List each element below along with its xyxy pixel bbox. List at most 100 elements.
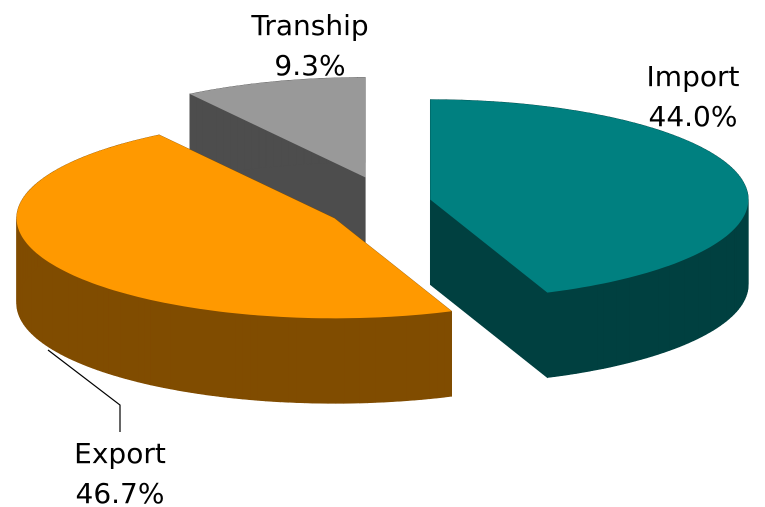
slice-side (234, 312, 243, 400)
slice-side (176, 304, 185, 392)
slice-side (382, 316, 392, 403)
slice-side (219, 311, 228, 398)
slice-side (125, 293, 132, 381)
slice-side (119, 291, 126, 380)
slice-label: Import (647, 60, 740, 93)
slice-value-label: 9.3% (274, 49, 345, 82)
slice-side (205, 309, 213, 397)
slice-side (183, 306, 192, 393)
slice-side (72, 274, 78, 363)
slice-side (568, 288, 577, 375)
slice-side (45, 259, 50, 348)
slice-side (713, 242, 718, 331)
slice-side (561, 289, 570, 376)
slice-side (288, 316, 297, 403)
slice-side (113, 289, 121, 378)
slice-side (319, 317, 329, 404)
slice-side (421, 313, 430, 400)
leader-line (47, 349, 121, 432)
slice-side (143, 297, 151, 386)
slice-side (731, 228, 735, 317)
slice-side (272, 316, 282, 403)
slice-side (68, 272, 74, 361)
slice-side (398, 315, 407, 402)
slice-side (547, 291, 555, 378)
slice-top (430, 99, 749, 293)
slice-value-label: 44.0% (649, 100, 738, 133)
slice-side (589, 284, 598, 372)
slice-side (575, 286, 584, 374)
slice-side (628, 275, 636, 364)
slice-side (582, 285, 591, 373)
slice-side (212, 310, 221, 397)
slice-side (48, 261, 53, 351)
slice-value-label: 46.7% (76, 477, 165, 507)
slice-side (734, 225, 737, 315)
slice-side (622, 277, 630, 365)
slice-side (169, 303, 178, 391)
slice-side (303, 317, 313, 404)
slice-side (674, 261, 680, 350)
slice-side (102, 286, 109, 374)
slice-side (668, 263, 675, 352)
slice-side (554, 290, 563, 377)
slice-side (658, 267, 665, 355)
slice-side (436, 311, 445, 399)
slice-side (646, 270, 654, 359)
slice-side (197, 308, 206, 396)
slice-label: Tranship (250, 9, 368, 42)
slice-side (52, 264, 57, 353)
slice-side (82, 278, 88, 367)
slice-side (97, 284, 104, 373)
slice-side (429, 312, 438, 400)
slice-side (39, 254, 43, 344)
slice-side (190, 307, 199, 394)
slice-side (327, 317, 337, 404)
slice-side (131, 294, 139, 383)
slice-side (335, 317, 345, 404)
slice-side (59, 268, 65, 357)
slice-side (137, 296, 145, 384)
slice-side (697, 251, 703, 340)
slice-side (343, 317, 352, 404)
slice-side (716, 239, 721, 329)
slice-side (679, 259, 685, 348)
slice-side (443, 310, 452, 398)
slice-side (242, 313, 251, 401)
slice-side (596, 283, 604, 371)
slice-side (609, 280, 617, 368)
slice-top (189, 77, 366, 178)
slice (16, 134, 452, 404)
slice-side (150, 299, 158, 387)
slice (429, 99, 749, 379)
slice-side (413, 314, 423, 401)
slice-side (296, 317, 305, 404)
slice-side (663, 265, 670, 353)
slice-side (311, 317, 321, 404)
slice-side (406, 314, 415, 402)
slice-side (359, 317, 368, 404)
slice-side (635, 274, 642, 362)
slice-side (726, 232, 730, 322)
slice-side (77, 276, 83, 365)
slice-side (693, 253, 699, 342)
slice-side (688, 255, 694, 344)
slice-side (163, 302, 171, 390)
slice-side (156, 300, 164, 388)
slice-side (351, 317, 360, 404)
slice-side (390, 315, 399, 403)
slice-side (249, 314, 258, 401)
slice-side (42, 257, 46, 346)
slice-side (257, 315, 266, 402)
slice-side (64, 270, 69, 359)
slice-side (91, 282, 98, 371)
slice-side (705, 246, 711, 335)
slice-side (723, 235, 727, 324)
slice-side (108, 288, 115, 376)
slice-side (86, 280, 93, 369)
slice-side (720, 237, 724, 327)
slice-top (16, 134, 452, 319)
slice-side (616, 278, 624, 367)
slice-side (280, 316, 289, 403)
